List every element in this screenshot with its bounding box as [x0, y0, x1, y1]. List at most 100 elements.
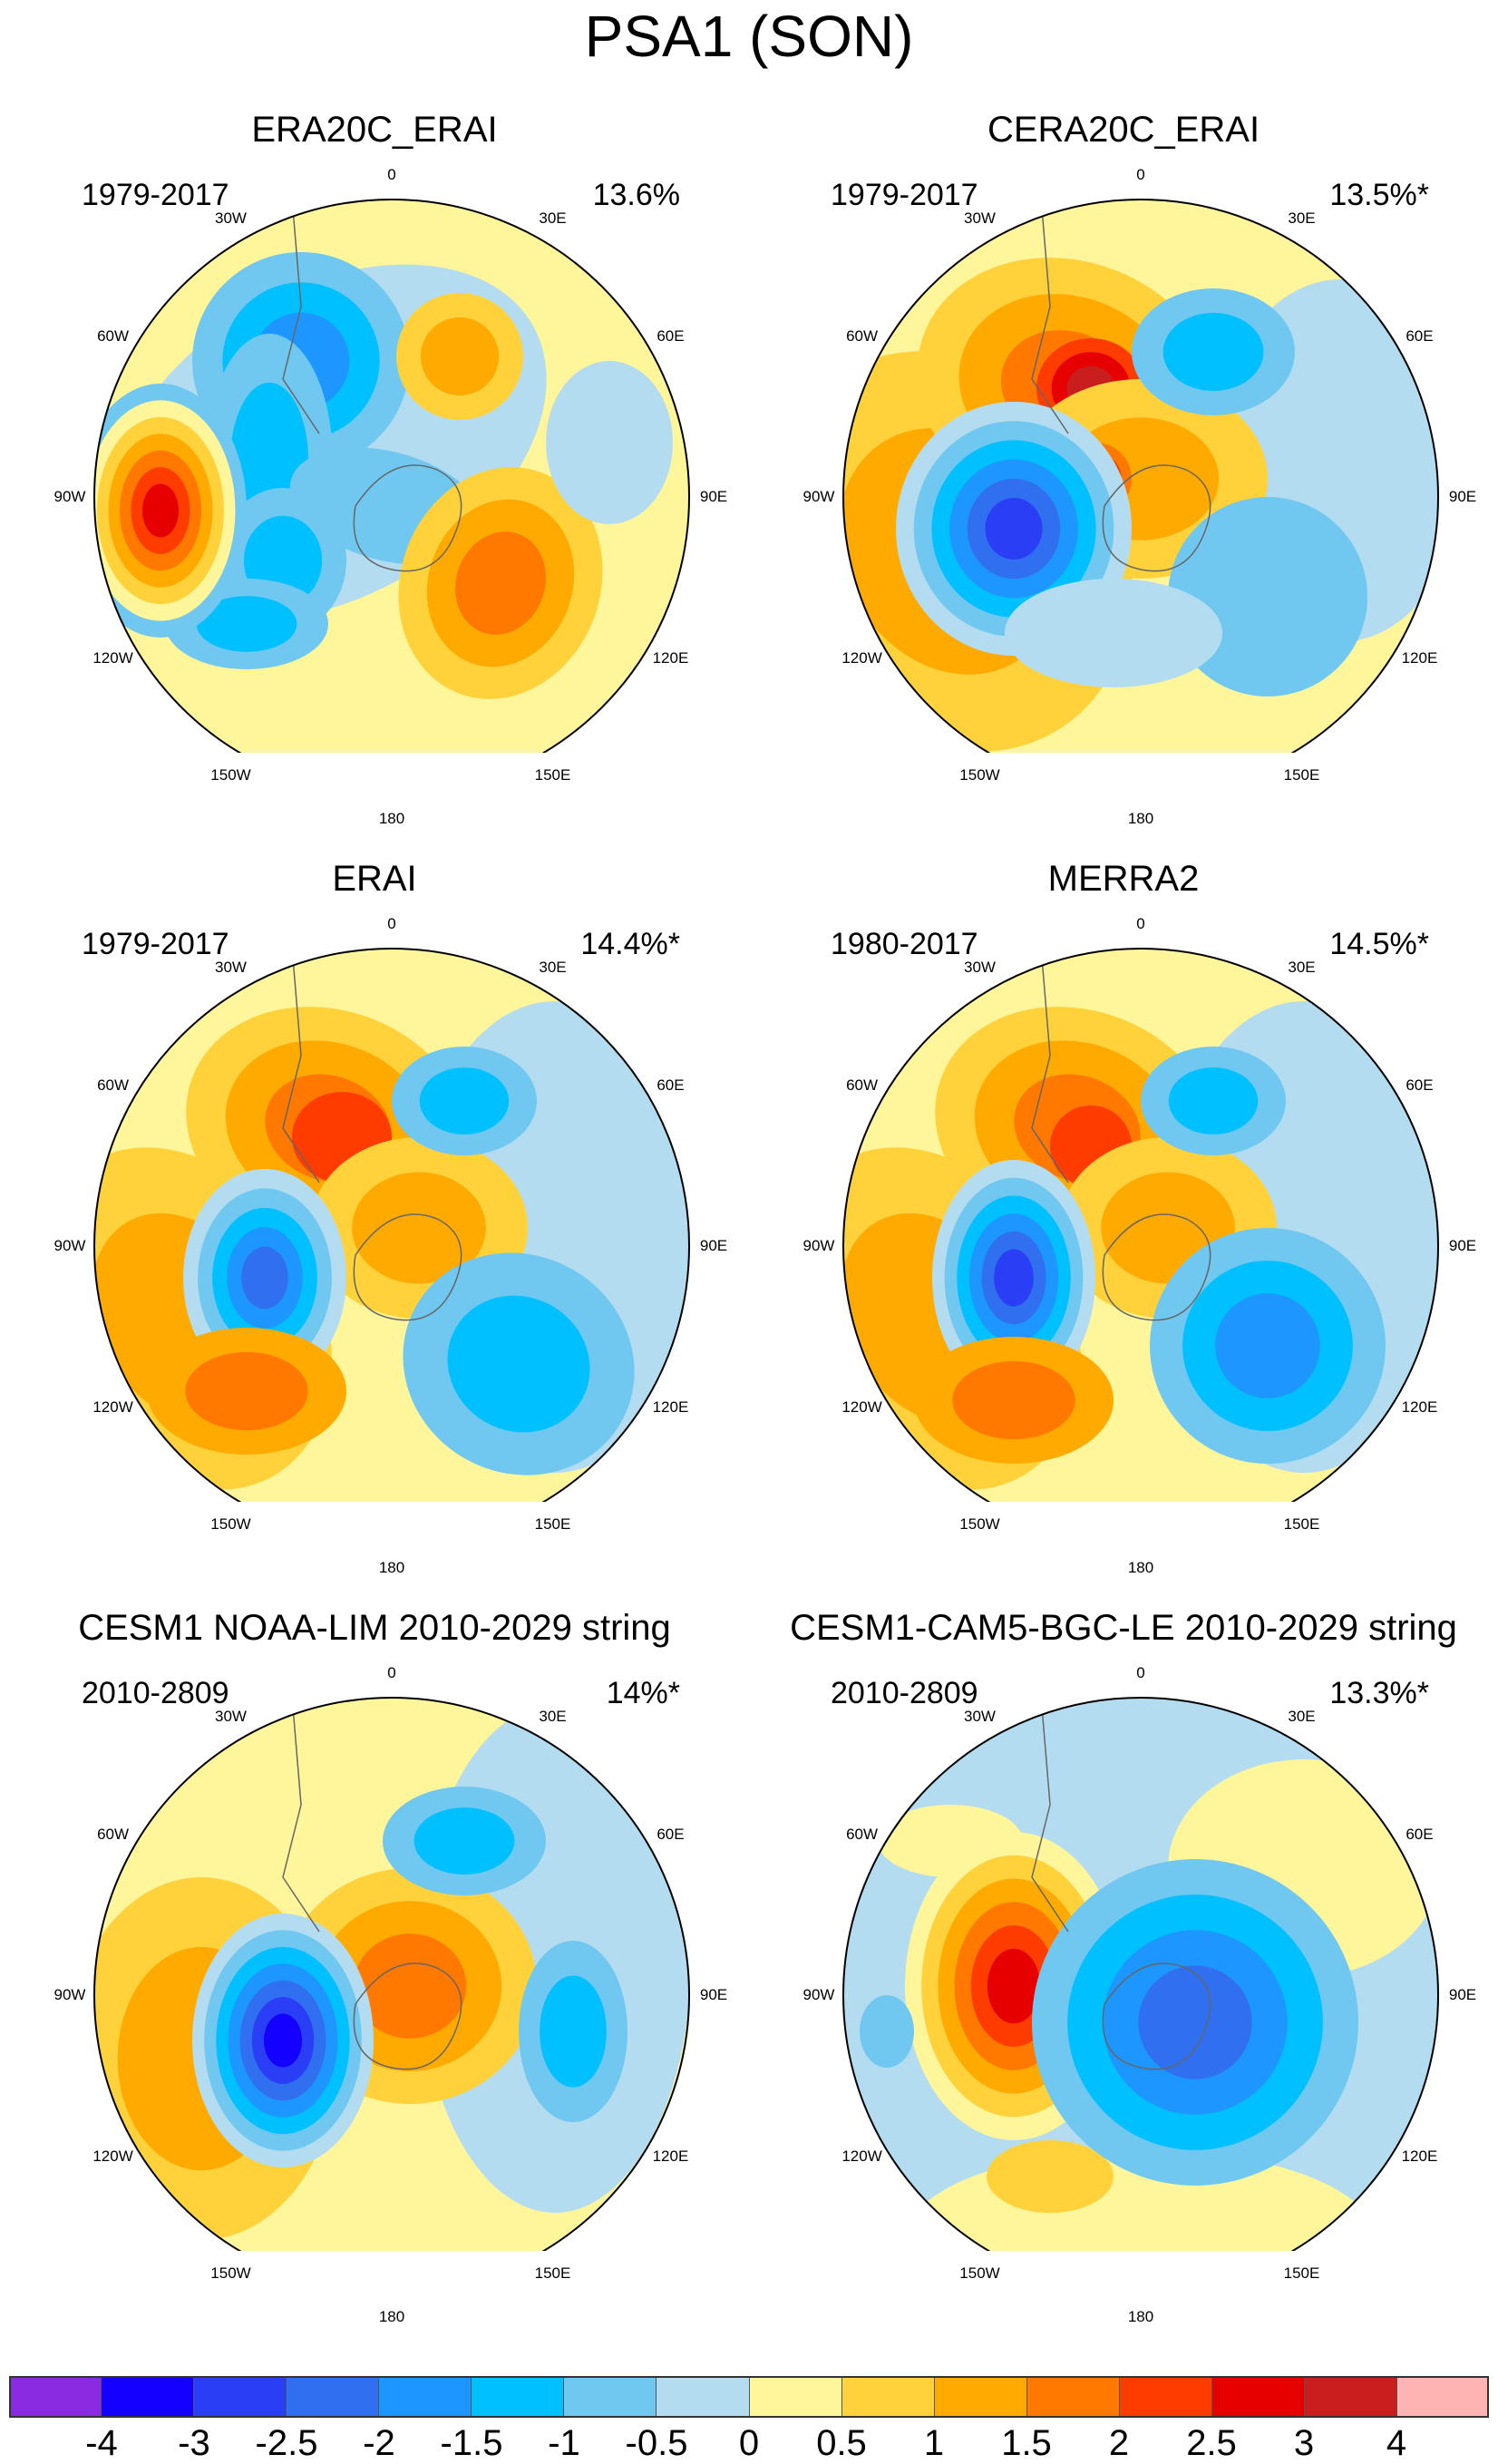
longitude-label: 120W — [92, 648, 133, 667]
colorbar-tick-label: -1 — [548, 2423, 580, 2463]
longitude-label: 90W — [802, 1986, 835, 2003]
longitude-label: 120W — [841, 1398, 882, 1416]
anomaly-contour — [987, 2140, 1114, 2213]
anomaly-contour — [185, 1351, 308, 1431]
map-panel: ERA20C_ERAI 1979-2017 13.6% 0 30E 60E 90E 120E 1… — [0, 0, 749, 827]
anomaly-contour — [994, 1249, 1034, 1307]
longitude-label: 90W — [54, 488, 86, 505]
longitude-label: 60W — [846, 1076, 879, 1094]
longitude-label: 120W — [92, 2147, 133, 2165]
longitude-label: 60E — [1406, 326, 1434, 345]
longitude-label: 60E — [657, 326, 685, 345]
longitude-label: 60E — [657, 1076, 685, 1094]
longitude-label: 30W — [215, 1707, 247, 1725]
polar-map — [93, 1697, 690, 2251]
colorbar-swatch — [1119, 2376, 1212, 2418]
colorbar-tick-label: -2.5 — [255, 2423, 318, 2463]
colorbar-tick-label: 2 — [1108, 2423, 1130, 2463]
anomaly-contour — [1215, 1293, 1320, 1398]
longitude-label: 0 — [387, 915, 396, 932]
longitude-label: 30W — [964, 1707, 996, 1725]
longitude-label: 90E — [1448, 1986, 1477, 2003]
antarctica-coastline — [1102, 1962, 1211, 2070]
longitude-label: 150E — [534, 1515, 571, 1534]
map-panel: MERRA2 1980-2017 14.5%* 0 30E 60E 90E 120E 150E 1… — [749, 749, 1498, 1576]
panel-years: 1979-2017 — [831, 178, 978, 212]
longitude-label: 0 — [1136, 915, 1145, 932]
longitude-label: 0 — [387, 1664, 396, 1681]
panel-percent: 14.5%* — [1329, 927, 1429, 961]
panel-percent: 13.3%* — [1329, 1676, 1429, 1710]
colorbar-tick-label: 1.5 — [1001, 2423, 1052, 2463]
longitude-label: 180 — [378, 810, 405, 827]
colorbar-swatch — [9, 2376, 102, 2418]
polar-map — [842, 199, 1439, 753]
longitude-label: 120W — [92, 1398, 133, 1416]
colorbar — [9, 2376, 1489, 2418]
antarctica-coastline — [1102, 464, 1211, 572]
south-america-coastline — [282, 1698, 320, 1933]
anomaly-contour — [987, 1948, 1041, 2024]
map-panel: ERAI 1979-2017 14.4%* 0 30E 60E 90E 120E 150E 180… — [0, 749, 749, 1576]
longitude-label: 30E — [539, 209, 567, 227]
anomaly-contour — [419, 1067, 510, 1135]
anomaly-contour — [241, 1246, 288, 1310]
colorbar-tick-label: -0.5 — [625, 2423, 688, 2463]
longitude-label: 150W — [959, 766, 1000, 784]
antarctica-coastline — [1102, 1213, 1211, 1321]
map-border — [93, 1697, 690, 2251]
longitude-label: 120E — [652, 2147, 689, 2165]
colorbar-swatch — [472, 2376, 565, 2418]
longitude-label: 30E — [539, 1707, 567, 1725]
anomaly-contour — [447, 1295, 590, 1433]
panel-years: 1980-2017 — [831, 927, 978, 961]
colorbar-swatch — [287, 2376, 380, 2418]
longitude-label: 120E — [1401, 648, 1438, 667]
longitude-label: 60W — [97, 1825, 130, 1843]
anomaly-contour — [860, 1995, 914, 2068]
panel-years: 2010-2809 — [82, 1676, 229, 1710]
longitude-label: 150W — [210, 1515, 251, 1534]
anomaly-contour — [196, 596, 297, 652]
longitude-label: 120E — [1401, 2147, 1438, 2165]
colorbar-tick-label: 3 — [1293, 2423, 1315, 2463]
map-border — [842, 948, 1439, 1502]
longitude-label: 180 — [1127, 810, 1154, 827]
longitude-label: 150E — [1283, 2264, 1320, 2283]
longitude-label: 60W — [846, 326, 879, 345]
anomaly-contour — [420, 317, 500, 396]
longitude-label: 120E — [1401, 1398, 1438, 1416]
colorbar-swatch — [749, 2376, 842, 2418]
anomaly-contour — [1168, 1067, 1259, 1135]
panel-years: 2010-2809 — [831, 1676, 978, 1710]
longitude-label: 0 — [1136, 1664, 1145, 1681]
longitude-label: 120W — [841, 648, 882, 667]
colorbar-swatch — [102, 2376, 195, 2418]
colorbar-tick-label: 2.5 — [1186, 2423, 1237, 2463]
colorbar-tick-label: 1 — [923, 2423, 945, 2463]
longitude-label: 30W — [964, 209, 996, 227]
anomaly-contour — [263, 2013, 303, 2068]
colorbar-swatch — [194, 2376, 287, 2418]
anomaly-contour — [546, 361, 673, 524]
antarctica-coastline — [353, 1213, 462, 1321]
polar-map — [93, 199, 690, 753]
figure-title: PSA1 (SON) — [584, 4, 914, 69]
colorbar-swatch — [1396, 2376, 1489, 2418]
longitude-label: 30W — [215, 958, 247, 976]
colorbar-tick-label: -2 — [363, 2423, 395, 2463]
longitude-label: 90W — [54, 1986, 86, 2003]
longitude-label: 150E — [534, 766, 571, 784]
colorbar-tick-label: -1.5 — [440, 2423, 503, 2463]
colorbar-tick-label: -3 — [178, 2423, 210, 2463]
longitude-label: 150E — [534, 2264, 571, 2283]
panel-percent: 14.4%* — [580, 927, 680, 961]
longitude-label: 180 — [1127, 1559, 1154, 1576]
panel-percent: 13.6% — [592, 178, 680, 212]
anomaly-contour — [1138, 1965, 1252, 2079]
longitude-label: 60E — [1406, 1076, 1434, 1094]
colorbar-tick-label: -4 — [85, 2423, 118, 2463]
panel-title: CESM1 NOAA-LIM 2010-2029 string — [78, 1608, 671, 1648]
longitude-label: 90W — [802, 488, 835, 505]
longitude-label: 60E — [657, 1825, 685, 1843]
